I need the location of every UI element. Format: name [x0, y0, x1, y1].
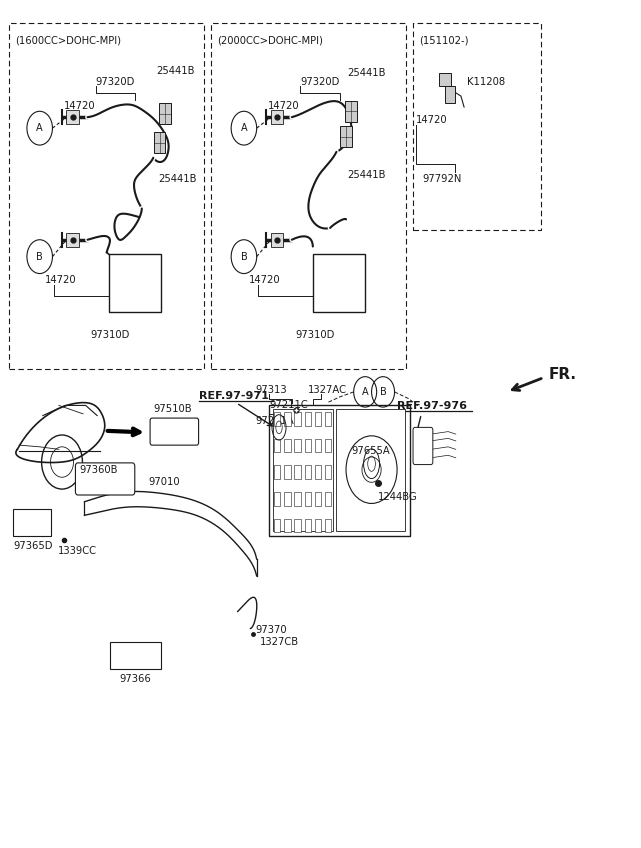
- Bar: [274, 412, 280, 426]
- Text: 97320D: 97320D: [96, 76, 135, 86]
- Text: 97310D: 97310D: [91, 330, 130, 340]
- Bar: [315, 492, 321, 505]
- Text: 97792N: 97792N: [422, 174, 462, 184]
- Bar: [274, 519, 280, 533]
- Text: REF.97-971: REF.97-971: [199, 391, 269, 401]
- Text: 97360B: 97360B: [79, 465, 118, 475]
- FancyBboxPatch shape: [337, 409, 405, 532]
- Bar: [438, 73, 451, 86]
- Bar: [325, 519, 331, 533]
- Text: 1339CC: 1339CC: [58, 546, 97, 555]
- Text: 97366: 97366: [119, 674, 151, 684]
- Text: (151102-): (151102-): [419, 36, 469, 45]
- Bar: [271, 233, 283, 247]
- Text: 97370: 97370: [255, 625, 287, 635]
- Bar: [340, 126, 352, 148]
- Bar: [294, 466, 301, 479]
- Text: (2000CC>DOHC-MPI): (2000CC>DOHC-MPI): [217, 36, 323, 45]
- Bar: [413, 23, 541, 230]
- FancyBboxPatch shape: [272, 409, 333, 532]
- Text: 97655A: 97655A: [351, 446, 390, 456]
- FancyBboxPatch shape: [108, 254, 161, 311]
- Text: A: A: [362, 387, 369, 397]
- FancyBboxPatch shape: [413, 427, 433, 465]
- Bar: [325, 412, 331, 426]
- Bar: [304, 412, 311, 426]
- Text: FR.: FR.: [549, 367, 577, 382]
- Text: 97510B: 97510B: [153, 404, 192, 414]
- Text: B: B: [240, 252, 247, 262]
- Bar: [284, 466, 290, 479]
- Text: 1244BG: 1244BG: [378, 492, 418, 502]
- Bar: [274, 492, 280, 505]
- Bar: [211, 23, 406, 369]
- Bar: [274, 466, 280, 479]
- Bar: [294, 438, 301, 452]
- Bar: [315, 412, 321, 426]
- Bar: [315, 519, 321, 533]
- Bar: [304, 466, 311, 479]
- Text: (1600CC>DOHC-MPI): (1600CC>DOHC-MPI): [15, 36, 121, 45]
- FancyBboxPatch shape: [313, 254, 365, 311]
- Bar: [294, 412, 301, 426]
- Text: 25441B: 25441B: [156, 65, 194, 75]
- Text: 25441B: 25441B: [347, 68, 386, 78]
- Text: 97211C: 97211C: [269, 400, 308, 410]
- Text: 14720: 14720: [249, 276, 281, 285]
- Bar: [9, 23, 204, 369]
- Text: REF.97-976: REF.97-976: [397, 401, 467, 411]
- Bar: [294, 519, 301, 533]
- Text: 14720: 14720: [64, 101, 96, 111]
- Bar: [294, 492, 301, 505]
- Text: B: B: [37, 252, 43, 262]
- Bar: [304, 492, 311, 505]
- Bar: [304, 519, 311, 533]
- FancyBboxPatch shape: [150, 418, 199, 445]
- Bar: [13, 509, 51, 536]
- Bar: [271, 110, 283, 124]
- Text: 25441B: 25441B: [158, 174, 196, 184]
- Bar: [315, 466, 321, 479]
- Bar: [325, 466, 331, 479]
- Text: A: A: [240, 123, 247, 133]
- Bar: [154, 132, 165, 153]
- Bar: [67, 233, 79, 247]
- Bar: [445, 86, 454, 103]
- Text: 25441B: 25441B: [347, 170, 386, 180]
- Text: 1327CB: 1327CB: [260, 637, 299, 647]
- Text: 14720: 14720: [416, 114, 448, 125]
- Text: B: B: [379, 387, 387, 397]
- Text: 97313: 97313: [255, 385, 287, 395]
- Bar: [325, 438, 331, 452]
- Text: 97320D: 97320D: [300, 76, 340, 86]
- Text: A: A: [37, 123, 43, 133]
- Text: K11208: K11208: [467, 76, 505, 86]
- Bar: [315, 438, 321, 452]
- Text: 97310D: 97310D: [295, 330, 335, 340]
- FancyBboxPatch shape: [76, 463, 135, 495]
- Bar: [345, 101, 357, 122]
- Bar: [284, 492, 290, 505]
- Text: 14720: 14720: [45, 276, 76, 285]
- Text: 97365D: 97365D: [13, 541, 53, 550]
- FancyBboxPatch shape: [269, 404, 410, 536]
- Bar: [274, 438, 280, 452]
- Bar: [304, 438, 311, 452]
- Bar: [159, 103, 171, 125]
- Text: 97261A: 97261A: [255, 416, 294, 427]
- Bar: [110, 642, 161, 669]
- Bar: [284, 438, 290, 452]
- Text: 97010: 97010: [148, 477, 180, 488]
- Bar: [284, 519, 290, 533]
- Bar: [325, 492, 331, 505]
- Bar: [67, 110, 79, 124]
- Text: 14720: 14720: [268, 101, 300, 111]
- Text: 1327AC: 1327AC: [308, 385, 347, 395]
- Bar: [284, 412, 290, 426]
